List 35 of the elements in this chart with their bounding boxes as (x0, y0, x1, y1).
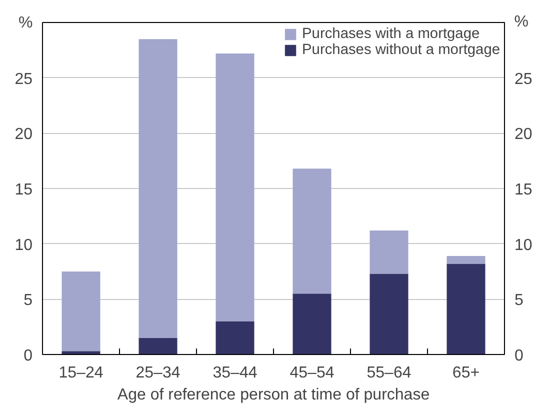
y2-tick-label: 15 (514, 182, 532, 198)
y2-tick-label: 5 (514, 292, 524, 310)
x-tick-label: 45–54 (290, 364, 334, 382)
x-tick-label: 15–24 (58, 364, 104, 382)
y-tick-label: 20 (14, 126, 33, 144)
y2-axis-title: % (514, 14, 529, 30)
bar (446, 264, 486, 354)
y2-tick-label: 25 (514, 70, 532, 88)
bar (292, 294, 332, 354)
y-tick-label: 15 (14, 182, 33, 198)
x-tick-label: 25–34 (136, 364, 180, 382)
x-tick-label: 35–44 (212, 364, 258, 382)
y-axis-title: % (18, 14, 33, 32)
x-tick-label: 55–64 (366, 364, 412, 382)
y2-tick-label: 0 (514, 348, 524, 364)
y-tick-label: 10 (14, 236, 33, 254)
y2-tick-label: 20 (514, 126, 532, 144)
x-axis-title: Age of reference person at time of purchase (117, 386, 430, 404)
bar (138, 338, 178, 354)
bar (292, 168, 332, 294)
y-tick-label: 0 (24, 348, 33, 364)
y-tick-label: 25 (14, 70, 33, 88)
bar (370, 274, 408, 354)
legend-label: Purchases with a mortgage (302, 26, 480, 42)
x-tick-label: 65+ (452, 364, 480, 382)
y-tick-label: 5 (24, 292, 33, 310)
legend-label: Purchases without a mortgage (302, 42, 500, 58)
bar (138, 39, 178, 338)
bar (446, 256, 486, 264)
bar (62, 351, 100, 354)
bar (62, 272, 100, 352)
y2-tick-label: 10 (514, 236, 532, 254)
bar (216, 53, 254, 322)
bar (216, 321, 254, 354)
bar (370, 230, 408, 274)
